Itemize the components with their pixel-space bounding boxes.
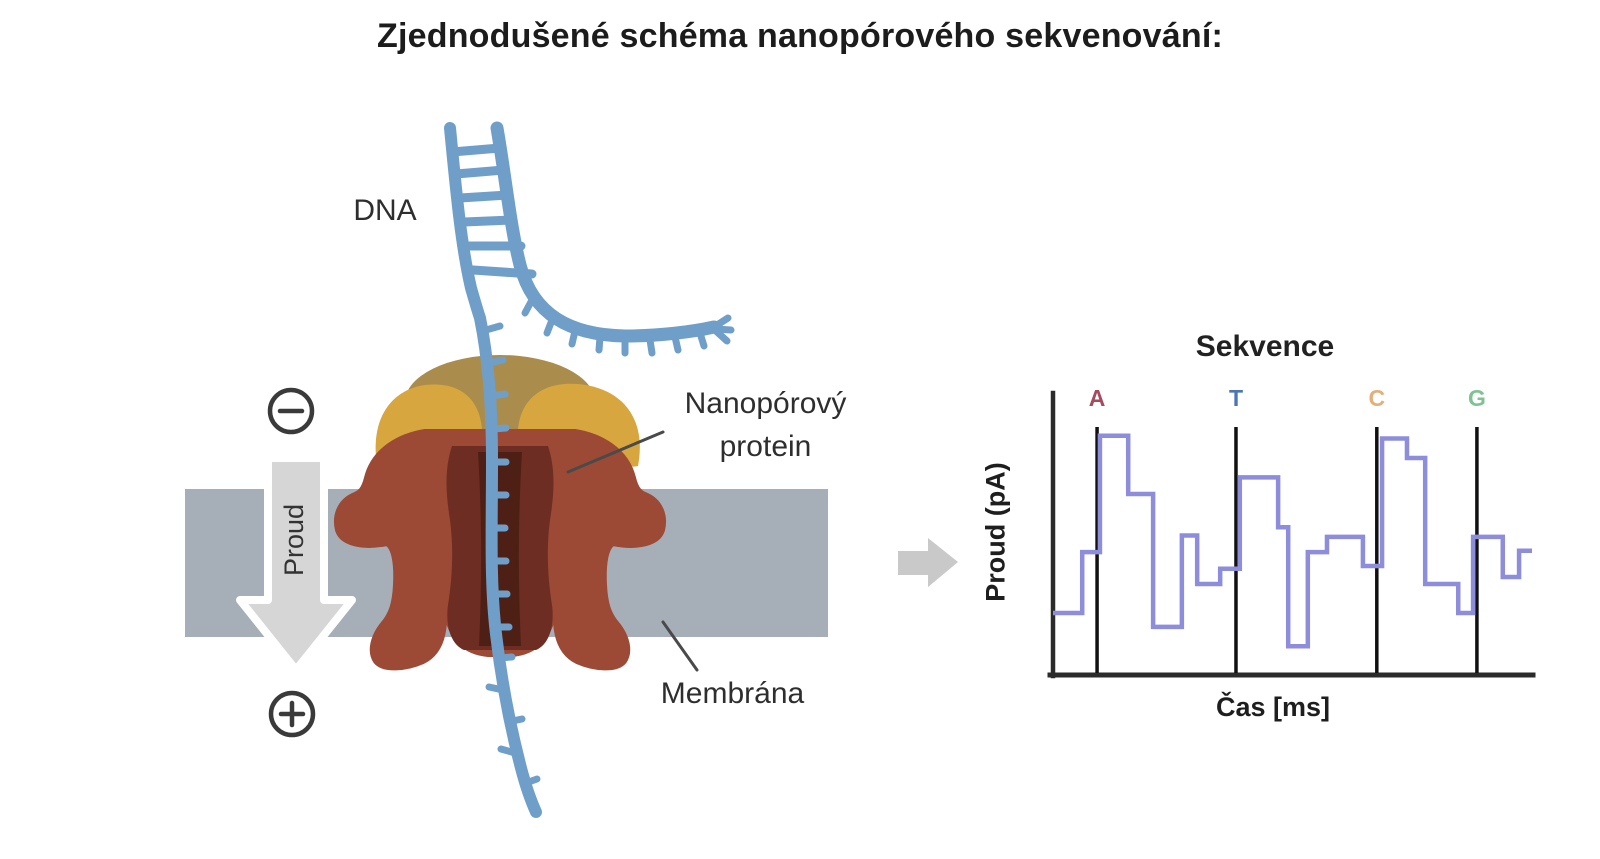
pointer-lines xyxy=(566,430,699,672)
flow-arrow-icon xyxy=(898,538,958,587)
membrane-pointer-line xyxy=(661,620,699,672)
dna-strands xyxy=(444,121,735,818)
base-letter-T: T xyxy=(1228,385,1243,411)
base-letter-G: G xyxy=(1467,385,1486,411)
chart-xlabel: Čas [ms] xyxy=(1215,692,1331,722)
dna-label: DNA xyxy=(353,194,417,227)
page-title: Zjednodušené schéma nanopórového sekveno… xyxy=(377,17,1223,55)
electrode-symbols xyxy=(267,387,316,738)
chart-ylabel: Proud (pA) xyxy=(980,462,1011,602)
dna-teeth-threaded xyxy=(482,322,541,788)
protein-pointer-line xyxy=(566,430,665,474)
base-letter-C: C xyxy=(1368,385,1386,411)
protein-label-line2: protein xyxy=(719,430,812,463)
chart-axes xyxy=(1047,390,1536,679)
dna-teeth-displaced xyxy=(521,296,735,357)
current-trace xyxy=(1053,433,1532,649)
dna-ladder-rungs xyxy=(447,143,537,279)
current-arrow-shape xyxy=(236,454,356,674)
current-arrow-label: Proud xyxy=(279,503,309,577)
protein-label-line1: Nanopórový xyxy=(684,387,847,420)
membrane-label: Membrána xyxy=(660,677,805,710)
chart-title: Sekvence xyxy=(1195,330,1335,363)
base-letter-A: A xyxy=(1088,385,1106,411)
